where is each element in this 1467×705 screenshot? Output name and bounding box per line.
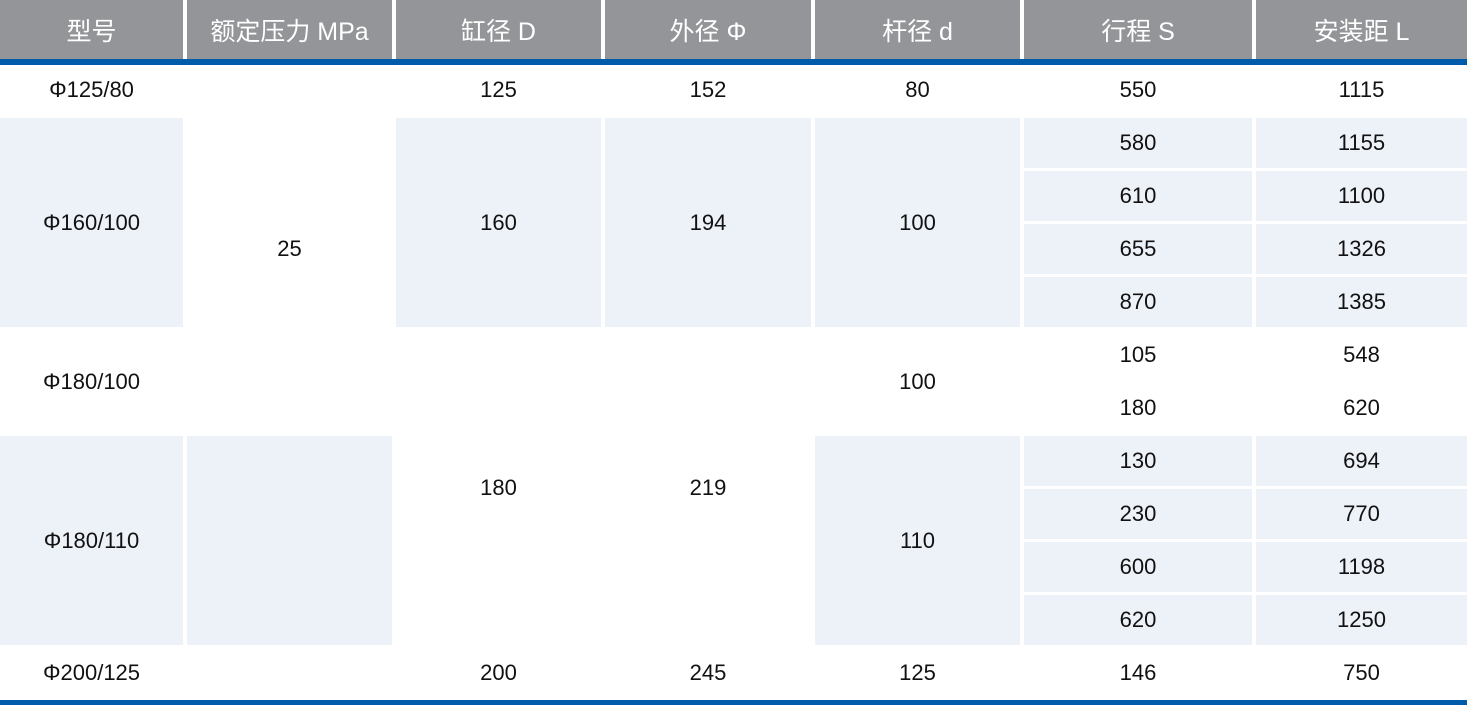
bore-cell: 180 [396,330,601,645]
outer-cell: 194 [605,118,811,327]
rod-cell: 125 [815,648,1020,698]
distance-cell: 1198 [1256,542,1467,592]
rod-cell: 80 [815,65,1020,115]
table-row: Φ180/100 180 219 100 105 548 [0,330,1467,645]
distance-cell: 548 [1256,330,1467,380]
stroke-cell: 610 [1024,171,1252,221]
bore-cell: 160 [396,118,601,327]
distance-cell: 1385 [1256,277,1467,327]
stroke-cell: 130 [1024,436,1252,486]
outer-cell: 152 [605,65,811,115]
header-bore: 缸径 D [396,0,601,59]
rod-cell: 110 [815,436,1020,645]
table-row: Φ125/80 25 125 152 80 550 1115 [0,65,1467,433]
stroke-cell: 550 [1024,65,1252,115]
header-stroke: 行程 S [1024,0,1252,59]
stroke-cell: 870 [1024,277,1252,327]
distance-cell: 770 [1256,489,1467,539]
distance-cell: 750 [1256,648,1467,698]
header-outer-diameter: 外径 Φ [605,0,811,59]
stroke-cell: 146 [1024,648,1252,698]
header-pressure: 额定压力 MPa [187,0,392,59]
model-cell: Φ200/125 [0,648,183,698]
table-row: 870 1385 [0,277,1467,327]
header-divider [0,59,1467,65]
stroke-cell: 580 [1024,118,1252,168]
header-install-distance: 安装距 L [1256,0,1467,59]
stroke-cell: 655 [1024,224,1252,274]
header-model: 型号 [0,0,183,59]
stroke-cell: 230 [1024,489,1252,539]
distance-cell: 1100 [1256,171,1467,221]
stroke-cell: 600 [1024,542,1252,592]
table-row: Φ180/110 110 130 694 [0,436,1467,645]
table-body: Φ125/80 25 125 152 80 550 1115 Φ160/100 … [0,65,1467,700]
bottom-divider [0,700,1467,705]
table-row: 620 1250 [0,595,1467,645]
pressure-cell-empty [187,648,392,698]
stroke-cell: 620 [1024,595,1252,645]
table-row: Φ160/100 160 194 100 580 1155 [0,118,1467,327]
table-row: 655 1326 [0,224,1467,274]
table-row: 180 620 [0,383,1467,433]
pressure-cell: 25 [187,65,392,433]
table-row: 600 1198 [0,542,1467,592]
model-cell: Φ180/110 [0,436,183,645]
bore-cell: 200 [396,648,601,698]
rod-cell: 100 [815,330,1020,433]
distance-cell: 620 [1256,383,1467,433]
model-cell: Φ160/100 [0,118,183,327]
distance-cell: 1115 [1256,65,1467,115]
outer-cell: 245 [605,648,811,698]
table-row: 610 1100 [0,171,1467,221]
bore-cell: 125 [396,65,601,115]
model-cell: Φ180/100 [0,330,183,433]
model-cell: Φ125/80 [0,65,183,115]
distance-cell: 1326 [1256,224,1467,274]
table-row: Φ200/125 200 245 125 146 750 [0,648,1467,698]
distance-cell: 1250 [1256,595,1467,645]
table-row: 230 770 [0,489,1467,539]
stroke-cell: 105 [1024,330,1252,380]
stroke-cell: 180 [1024,383,1252,433]
header-rod-diameter: 杆径 d [815,0,1020,59]
pressure-cell-empty [187,436,392,645]
distance-cell: 694 [1256,436,1467,486]
table-header: 型号 额定压力 MPa 缸径 D 外径 Φ 杆径 d 行程 S 安装距 L [0,0,1467,59]
outer-cell: 219 [605,330,811,645]
rod-cell: 100 [815,118,1020,327]
distance-cell: 1155 [1256,118,1467,168]
